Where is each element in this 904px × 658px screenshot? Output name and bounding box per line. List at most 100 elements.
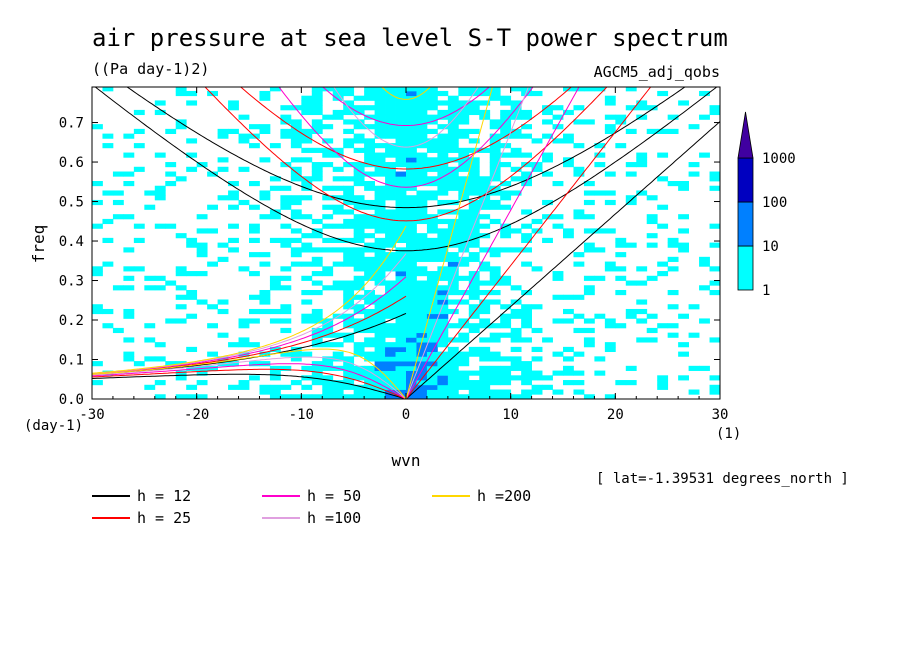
spectrum-cell bbox=[406, 87, 417, 92]
spectrum-cell bbox=[269, 375, 281, 381]
spectrum-cell bbox=[332, 109, 344, 116]
spectrum-cell bbox=[447, 370, 459, 376]
spectrum-cell bbox=[385, 195, 396, 201]
spectrum-cell bbox=[123, 356, 135, 362]
spectrum-cell bbox=[301, 318, 313, 324]
spectrum-cell bbox=[479, 109, 491, 116]
spectrum-cell bbox=[688, 389, 700, 395]
spectrum-cell bbox=[290, 171, 302, 177]
spectrum-cell bbox=[395, 384, 407, 390]
spectrum-cell bbox=[353, 318, 365, 324]
spectrum-cell bbox=[385, 304, 396, 310]
spectrum-cell bbox=[228, 204, 239, 210]
spectrum-cell bbox=[154, 190, 166, 196]
spectrum-cell bbox=[531, 384, 543, 390]
spectrum-cell bbox=[322, 195, 334, 201]
spectrum-cell bbox=[353, 228, 365, 234]
spectrum-cell bbox=[238, 166, 250, 172]
spectrum-cell bbox=[353, 384, 365, 390]
spectrum-cell bbox=[374, 195, 386, 201]
spectrum-cell bbox=[301, 138, 313, 144]
spectrum-cell bbox=[186, 294, 198, 300]
spectrum-cell bbox=[426, 195, 438, 201]
spectrum-cell bbox=[364, 124, 375, 130]
spectrum-cell bbox=[468, 380, 480, 386]
spectrum-cell bbox=[426, 356, 438, 362]
spectrum-cell bbox=[437, 332, 449, 338]
spectrum-cell bbox=[583, 285, 595, 291]
spectrum-cell bbox=[364, 180, 375, 187]
spectrum-cell bbox=[322, 247, 334, 253]
spectrum-cell bbox=[322, 271, 334, 277]
spectrum-cell bbox=[332, 247, 344, 253]
spectrum-cell bbox=[395, 337, 407, 343]
spectrum-cell bbox=[343, 190, 355, 196]
spectrum-cell bbox=[563, 233, 574, 239]
spectrum-cell bbox=[468, 109, 480, 116]
spectrum-cell bbox=[426, 166, 438, 172]
spectrum-cell bbox=[426, 365, 438, 371]
spectrum-cell bbox=[353, 233, 365, 239]
spectrum-cell bbox=[374, 90, 386, 97]
spectrum-cell bbox=[615, 289, 627, 296]
spectrum-cell bbox=[426, 190, 438, 196]
spectrum-cell bbox=[332, 223, 344, 229]
spectrum-cell bbox=[500, 180, 512, 187]
spectrum-cell bbox=[123, 275, 135, 281]
spectrum-cell bbox=[364, 380, 375, 386]
spectrum-cell bbox=[636, 299, 648, 305]
spectrum-cell bbox=[353, 280, 365, 286]
spectrum-cell bbox=[479, 318, 491, 324]
spectrum-cell bbox=[196, 271, 208, 277]
spectrum-cell bbox=[468, 285, 480, 291]
spectrum-cell bbox=[500, 100, 512, 106]
spectrum-cell bbox=[144, 204, 156, 210]
spectrum-cell bbox=[395, 87, 407, 92]
spectrum-cell bbox=[364, 143, 375, 149]
spectrum-cell bbox=[678, 100, 689, 106]
spectrum-cell bbox=[604, 114, 616, 120]
spectrum-cell bbox=[416, 100, 428, 106]
spectrum-cell bbox=[573, 313, 585, 319]
spectrum-cell bbox=[374, 143, 386, 149]
spectrum-cell bbox=[563, 228, 574, 234]
spectrum-cell bbox=[406, 247, 417, 253]
spectrum-cell bbox=[301, 275, 313, 281]
spectrum-cell bbox=[447, 375, 459, 381]
spectrum-cell bbox=[332, 166, 344, 172]
spectrum-cell bbox=[583, 327, 595, 334]
spectrum-cell bbox=[604, 394, 616, 399]
spectrum-cell bbox=[385, 332, 396, 338]
spectrum-cell bbox=[406, 342, 417, 348]
spectrum-cell bbox=[531, 266, 543, 272]
spectrum-cell bbox=[269, 384, 281, 390]
spectrum-cell bbox=[437, 342, 449, 348]
spectrum-cell bbox=[437, 275, 449, 281]
spectrum-cell bbox=[437, 318, 449, 324]
spectrum-cell bbox=[374, 223, 386, 229]
spectrum-cell bbox=[133, 266, 145, 272]
spectrum-cell bbox=[259, 294, 271, 300]
spectrum-cell bbox=[426, 370, 438, 376]
spectrum-cell bbox=[207, 304, 218, 310]
spectrum-cell bbox=[437, 327, 449, 334]
spectrum-cell bbox=[353, 394, 365, 399]
spectrum-cell bbox=[416, 271, 428, 277]
spectrum-cell bbox=[542, 375, 553, 381]
spectrum-cell bbox=[468, 171, 480, 177]
spectrum-cell bbox=[154, 109, 166, 116]
spectrum-cell bbox=[123, 180, 135, 187]
spectrum-cell bbox=[468, 185, 480, 191]
spectrum-cell bbox=[102, 261, 114, 267]
spectrum-cell bbox=[458, 375, 470, 381]
spectrum-cell bbox=[583, 289, 595, 296]
spectrum-cell bbox=[500, 128, 512, 135]
spectrum-cell bbox=[406, 100, 417, 106]
spectrum-cell bbox=[165, 223, 177, 229]
spectrum-cell bbox=[343, 119, 355, 125]
spectrum-cell bbox=[280, 304, 292, 310]
spectrum-cell bbox=[678, 342, 689, 348]
spectrum-cell bbox=[385, 261, 396, 267]
spectrum-cell bbox=[332, 209, 344, 215]
spectrum-cell bbox=[364, 394, 375, 399]
